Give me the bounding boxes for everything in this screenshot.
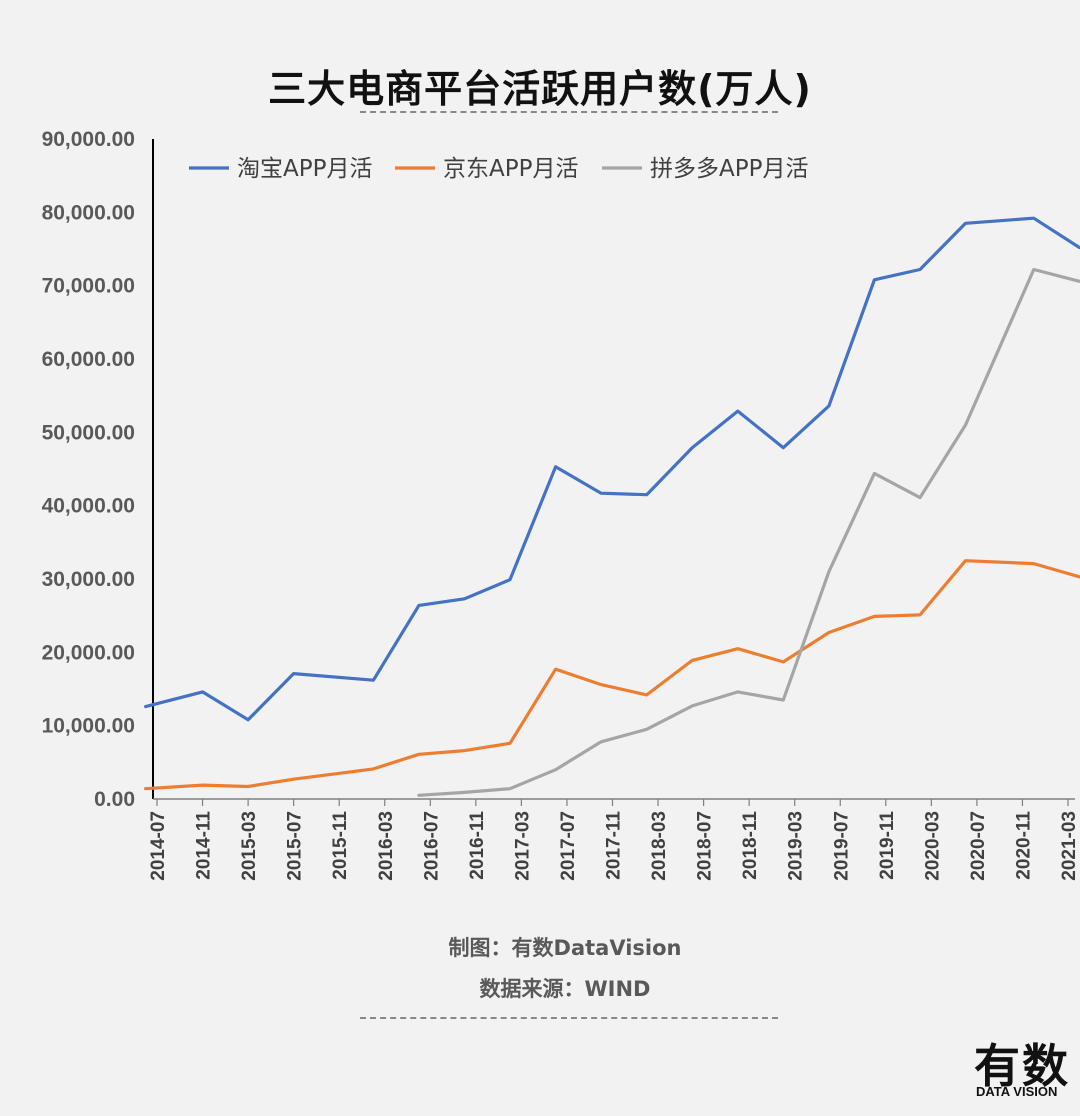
x-tick-label: 2017-03 [512,811,533,881]
x-tick-label: 2018-03 [649,811,670,881]
x-tick-label: 2014-07 [148,811,169,881]
x-tick-label: 2015-07 [285,811,306,881]
y-tick-label: 70,000.00 [42,275,135,298]
x-tick-label: 2017-07 [558,811,579,881]
y-tick-label: 60,000.00 [42,348,135,371]
y-tick-label: 10,000.00 [42,715,135,738]
credit-maker: 制图：有数DataVision [448,936,682,960]
x-tick-label: 2016-07 [421,811,442,881]
credit-source: 数据来源：WIND [479,977,651,1001]
x-tick-label: 2018-07 [695,811,716,881]
x-tick-label: 2019-11 [877,811,898,880]
legend-label-1: 淘宝APP月活 [237,156,372,182]
x-tick-label: 2020-11 [1013,811,1034,880]
series-line-1 [144,216,1080,722]
brand-logo-text: DATA VISION [976,1084,1058,1099]
x-tick-label: 2017-11 [604,811,625,880]
x-tick-label: 2015-03 [239,811,260,881]
y-tick-label: 40,000.00 [42,495,135,518]
x-tick-label: 2020-07 [968,811,989,881]
series-line-3 [417,267,1080,797]
y-tick-label: 50,000.00 [42,421,135,444]
x-tick-label: 2014-11 [194,811,215,880]
x-tick-label: 2019-07 [831,811,852,881]
y-tick-label: 30,000.00 [42,568,135,591]
x-tick-label: 2021-03 [1059,811,1080,881]
y-tick-label: 0.00 [94,788,135,811]
x-tick-label: 2019-03 [786,811,807,881]
x-tick-label: 2020-03 [922,811,943,881]
y-tick-label: 90,000.00 [42,128,135,151]
x-tick-label: 2016-03 [376,811,397,881]
footer-divider [360,1017,778,1019]
chart-title: 三大电商平台活跃用户数(万人) [268,67,812,111]
x-tick-label: 2016-11 [467,811,488,880]
x-tick-label: 2018-11 [740,811,761,880]
series-line-2 [144,559,1080,791]
title-divider [360,111,778,113]
y-tick-label: 80,000.00 [42,201,135,224]
legend-label-2: 京东APP月活 [443,156,578,182]
legend-label-3: 拼多多APP月活 [650,156,808,182]
x-tick-label: 2015-11 [330,811,351,880]
brand-logo: 有数 [974,1039,1070,1093]
y-tick-label: 20,000.00 [42,641,135,664]
